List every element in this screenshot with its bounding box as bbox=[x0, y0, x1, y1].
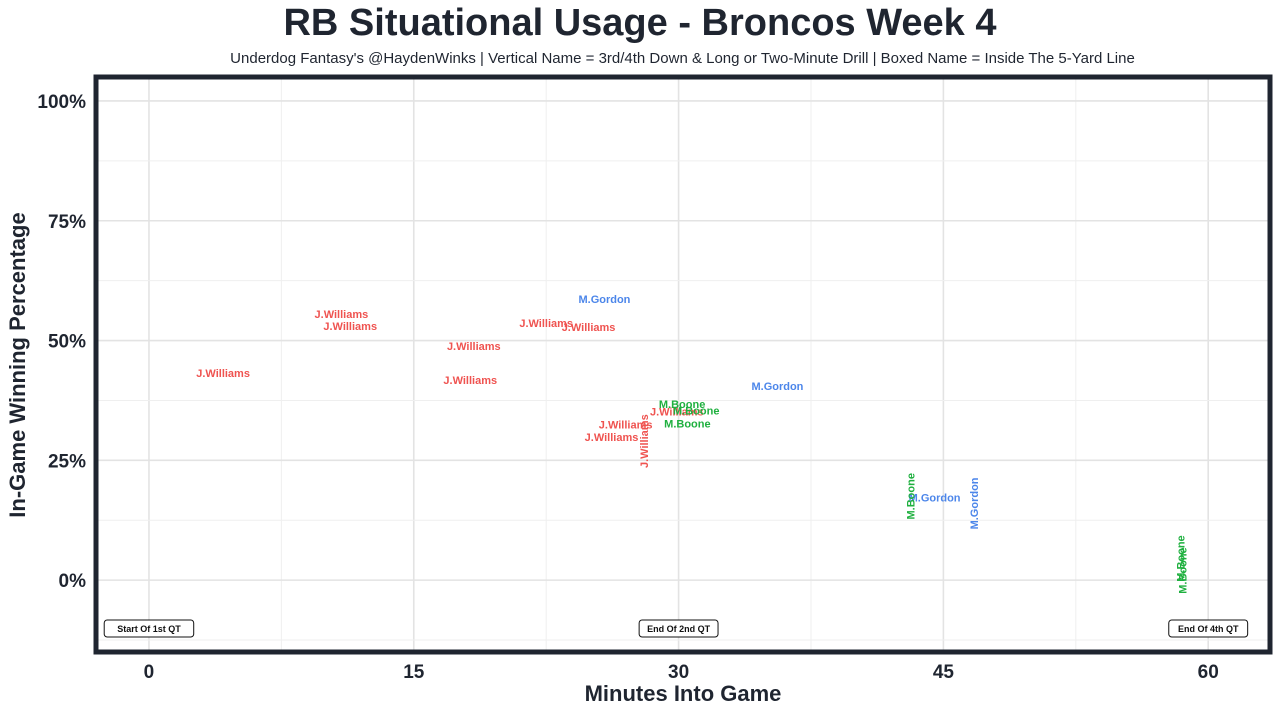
chart-subtitle: Underdog Fantasy's @HaydenWinks | Vertic… bbox=[230, 50, 1135, 67]
data-labels: J.WilliamsJ.WilliamsJ.WilliamsJ.Williams… bbox=[196, 294, 1189, 594]
quarter-marker: End Of 4th QT bbox=[1168, 619, 1249, 638]
data-point-label: M.Gordon bbox=[969, 477, 981, 529]
data-point-label: J.Williams bbox=[585, 432, 639, 444]
quarter-marker-label: End Of 4th QT bbox=[1178, 624, 1239, 634]
quarter-marker-label: Start Of 1st QT bbox=[117, 624, 181, 634]
y-tick-label: 25% bbox=[48, 451, 86, 472]
data-point-label: J.Williams bbox=[639, 414, 651, 468]
data-point-label: M.Gordon bbox=[751, 381, 803, 393]
data-point-label: M.Boone bbox=[1177, 547, 1189, 593]
chart-title: RB Situational Usage - Broncos Week 4 bbox=[283, 2, 997, 44]
data-point-label: M.Boone bbox=[659, 399, 705, 411]
data-point-label: J.Williams bbox=[562, 322, 616, 334]
data-point-label: J.Williams bbox=[650, 406, 704, 418]
y-tick-label: 100% bbox=[37, 92, 86, 113]
y-tick-label: 75% bbox=[48, 212, 86, 233]
data-point-label: M.Gordon bbox=[909, 493, 961, 505]
data-point-label: J.Williams bbox=[443, 375, 497, 387]
data-point-label: M.Boone bbox=[1176, 535, 1188, 581]
data-point-label: J.Williams bbox=[519, 318, 573, 330]
x-tick-label: 30 bbox=[668, 662, 689, 683]
y-tick-label: 50% bbox=[48, 332, 86, 353]
x-tick-label: 15 bbox=[403, 662, 425, 683]
x-axis-title: Minutes Into Game bbox=[585, 681, 782, 706]
tick-labels: 0 15 30 45 60 0% 25% 50% 75% 100% bbox=[37, 92, 1218, 683]
quarter-markers: Start Of 1st QT End Of 2nd QT End Of 4th Q… bbox=[103, 619, 1249, 638]
data-point-label: M.Boone bbox=[664, 418, 710, 430]
x-tick-label: 0 bbox=[144, 662, 155, 683]
data-point-label: J.Williams bbox=[196, 368, 250, 380]
data-point-label: J.Williams bbox=[323, 321, 377, 333]
quarter-marker-label: End Of 2nd QT bbox=[647, 624, 710, 634]
data-point-label: M.Boone bbox=[906, 473, 918, 519]
x-tick-label: 45 bbox=[933, 662, 955, 683]
quarter-marker: End Of 2nd QT bbox=[638, 619, 719, 638]
plot-panel-border bbox=[93, 74, 1273, 655]
grid-layer bbox=[96, 77, 1270, 652]
data-point-label: J.Williams bbox=[599, 419, 653, 431]
data-point-label: M.Gordon bbox=[578, 294, 630, 306]
y-axis-title: In-Game Winning Percentage bbox=[5, 212, 30, 517]
x-tick-label: 60 bbox=[1198, 662, 1219, 683]
data-point-label: M.Boone bbox=[673, 405, 719, 417]
data-point-label: J.Williams bbox=[447, 341, 501, 353]
quarter-marker: Start Of 1st QT bbox=[103, 619, 195, 638]
data-point-label: J.Williams bbox=[315, 309, 369, 321]
y-tick-label: 0% bbox=[59, 571, 87, 592]
